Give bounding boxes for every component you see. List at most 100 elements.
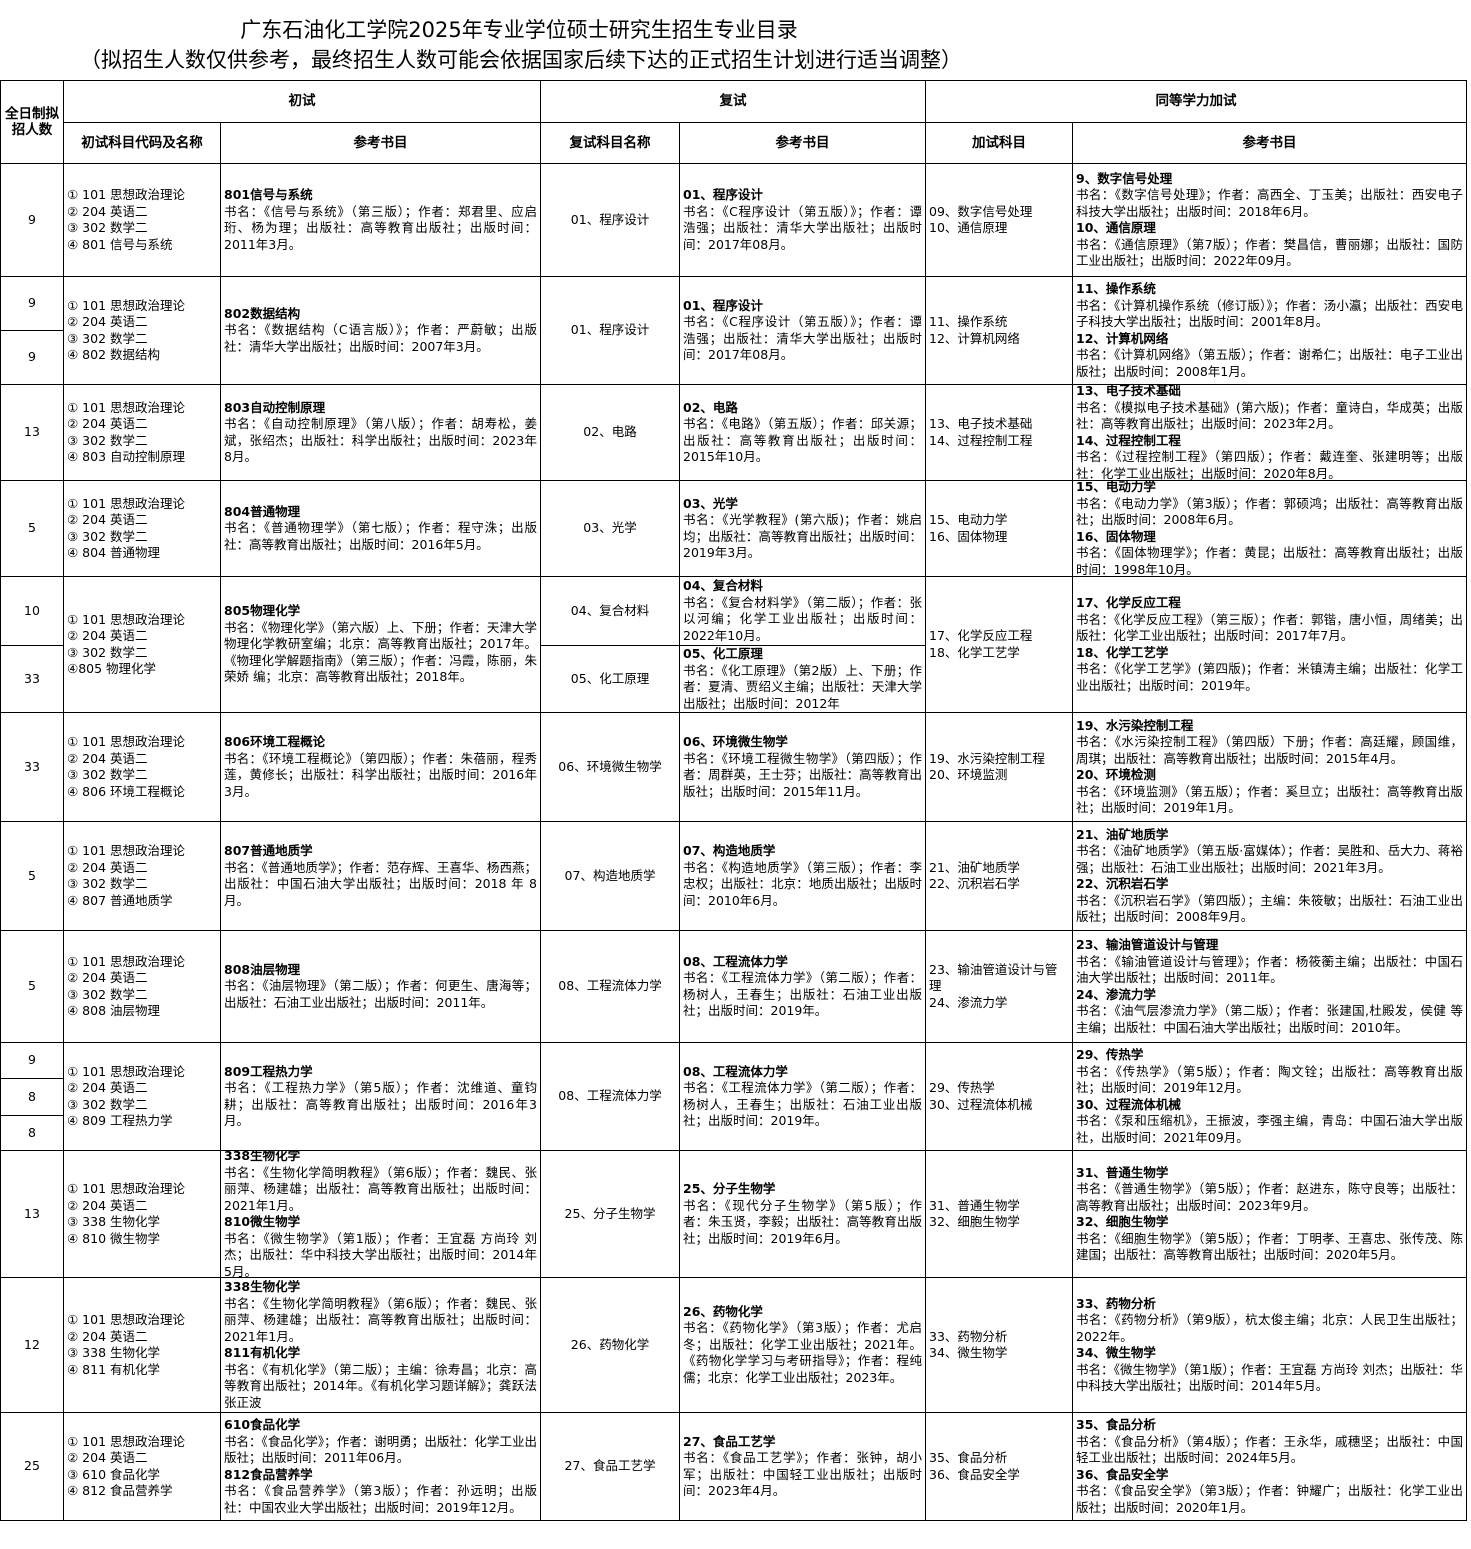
book-cell: 17、化学反应工程 书名：《化学反应工程》（第三版）；作者：郭锴，唐小恒，周绪美；… (1072, 576, 1467, 713)
book-title: 610食品化学 (224, 1417, 301, 1432)
book-text: 书名：《物理化学》（第六版）上、下册；作者：天津大学物理化学教研室编；北京：高等… (224, 619, 537, 685)
book-cell: 35、食品分析 书名：《食品分析》（第4版）；作者：王永华，戚穗坚；出版社：中国轻… (1072, 1412, 1467, 1521)
book-cell: 01、程序设计 书名：《C程序设计（第五版）》；作者：谭浩强；出版社：清华大学出版… (679, 163, 926, 277)
book-text: 书名：《化学工艺学》(第四版)；作者：米镇涛主编；出版社：化学工业出版社；出版时… (1076, 661, 1463, 693)
exam-subject: ③ 338 生物化学 (67, 1214, 161, 1229)
book-title: 809工程热力学 (224, 1063, 313, 1079)
count-cell: 8 (0, 1115, 64, 1151)
exam-subject: ① 101 思想政治理论 (67, 843, 186, 858)
book-text: 书名：《信号与系统》（第三版）；作者：郑君里、应启珩、杨为理；出版社：高等教育出… (224, 203, 537, 252)
extra-cell: 11、操作系统 12、计算机网络 (925, 276, 1073, 385)
book-text: 书名：《环境监测》（第五版）；作者：奚旦立；出版社：高等教育出版社；出版时间：2… (1076, 783, 1463, 816)
book-title: 14、过程控制工程 (1076, 432, 1181, 448)
book-title: 33、药物分析 (1076, 1295, 1156, 1311)
extra-subject: 17、化学反应工程 (929, 628, 1033, 643)
extra-subject: 16、固体物理 (929, 528, 1008, 544)
book-text: 书名：《工程热力学》（第5版）；作者：沈维道、童钧耕；出版社：高等教育出版社；出… (224, 1080, 537, 1128)
header-text: 复试科目名称 (569, 134, 651, 151)
book-text: 书名：《计算机操作系统（修订版）》；作者：汤小瀛；出版社：西安电子科技大学出版社… (1076, 297, 1463, 330)
header-cell: 同等学力加试 (925, 80, 1467, 123)
book-title: 22、沉积岩石学 (1076, 876, 1169, 891)
retest-cell: 25、分子生物学 (540, 1150, 680, 1278)
book-cell: 02、电路 书名：《电路》（第五版）；作者：邱关源；出版社：高等教育出版社；出版时… (679, 384, 926, 481)
count: 9 (28, 295, 36, 311)
book-cell: 801信号与系统 书名：《信号与系统》（第三版）；作者：郑君里、应启珩、杨为理；出… (220, 163, 541, 277)
count-cell: 33 (0, 645, 64, 713)
book-text: 书名：《生物化学简明教程》（第6版）；作者：魏民、张丽萍、杨建雄；出版社：高等教… (224, 1164, 537, 1213)
book-text: 书名：《复合材料学》（第二版）；作者：张以河编；化学工业出版社；出版时间：202… (683, 594, 922, 643)
header-cell: 参考书目 (679, 122, 926, 164)
book-cell: 06、环境微生物学 书名：《环境工程微生物学》（第四版）；作者：周群英，王士芬；出… (679, 712, 926, 822)
exam-subject: ③ 302 数学二 (67, 432, 148, 448)
count: 33 (24, 758, 40, 774)
count-cell: 12 (0, 1277, 64, 1413)
book-title: 10、通信原理 (1076, 220, 1156, 235)
exam-subject: ② 204 英语二 (67, 203, 148, 219)
book-title: 35、食品分析 (1076, 1417, 1156, 1432)
book-text: 书名：《有机化学》（第二版）；主编：徐寿昌；北京：高等教育出版社；2014年。《… (224, 1361, 537, 1410)
book-cell: 26、药物化学 书名：《药物化学》（第3版）；作者：尤启冬；出版社：化学工业出版社… (679, 1277, 926, 1413)
retest-subject: 25、分子生物学 (564, 1205, 656, 1221)
book-title: 802数据结构 (224, 305, 301, 321)
retest-cell: 03、光学 (540, 480, 680, 577)
book-cell: 13、电子技术基础 书名：《模拟电子技术基础》(第六版)；作者：童诗白，华成英；出… (1072, 384, 1467, 481)
book-cell: 9、数字信号处理 书名：《数字信号处理》；作者：高西全、丁玉美；出版社：西安电子科… (1072, 163, 1467, 277)
extra-cell: 29、传热学 30、过程流体机械 (925, 1042, 1073, 1151)
header-cell: 复试科目名称 (540, 122, 680, 164)
extra-subject: 22、沉积岩石学 (929, 876, 1020, 891)
book-title: 06、环境微生物学 (683, 734, 788, 749)
exam-subject: ③ 302 数学二 (67, 330, 148, 346)
exam-subject: ① 101 思想政治理论 (67, 1433, 186, 1449)
exam-subject: ② 204 英语二 (67, 1197, 148, 1213)
book-title: 08、工程流体力学 (683, 953, 788, 969)
book-title: 20、环境检测 (1076, 767, 1156, 782)
book-text: 书名：《食品化学》；作者：谢明勇；出版社：化学工业出版社；出版时间：2011年0… (224, 1433, 537, 1466)
book-title: 27、食品工艺学 (683, 1433, 776, 1449)
extra-subject: 29、传热学 (929, 1080, 995, 1095)
count-cell: 33 (0, 712, 64, 822)
exam-cell: ① 101 思想政治理论 ② 204 英语二 ③ 338 生物化学 ④ 811 有机化… (63, 1277, 221, 1413)
book-cell: 01、程序设计 书名：《C程序设计（第五版）》；作者：谭浩强；出版社：清华大学出版… (679, 276, 926, 385)
exam-subject: ③ 302 数学二 (67, 986, 148, 1002)
extra-subject: 09、数字信号处理 (929, 203, 1033, 219)
book-title: 30、过程流体机械 (1076, 1096, 1181, 1112)
book-text: 书名：《油气层渗流力学》（第二版）；作者：张建国,杜殿发，侯健 等主编；出版社：… (1076, 1003, 1463, 1035)
retest-cell: 01、程序设计 (540, 163, 680, 277)
exam-subject: ④ 803 自动控制原理 (67, 449, 186, 464)
book-text: 书名：《C程序设计（第五版）》；作者：谭浩强；出版社：清华大学出版社；出版时间：… (683, 314, 922, 362)
book-cell: 803自动控制原理 书名：《自动控制原理》（第八版）；作者：胡寿松，姜斌，张绍杰；… (220, 384, 541, 481)
book-cell: 338生物化学 书名：《生物化学简明教程》（第6版）；作者：魏民、张丽萍、杨建雄；… (220, 1277, 541, 1413)
extra-subject: 23、输油管道设计与管理 (929, 961, 1058, 994)
exam-cell: ① 101 思想政治理论 ② 204 英语二 ③ 302 数学二 ④ 804 普通物理 (63, 480, 221, 577)
extra-subject: 18、化学工艺学 (929, 644, 1020, 660)
exam-subject: ② 204 英语二 (67, 1328, 148, 1344)
header-cell: 参考书目 (1072, 122, 1467, 164)
book-cell: 610食品化学 书名：《食品化学》；作者：谢明勇；出版社：化学工业出版社；出版时间… (220, 1412, 541, 1521)
count-cell: 5 (0, 821, 64, 931)
book-text: 书名：《食品营养学》（第3版）；作者：孙远明；出版社：中国农业大学出版社；出版时… (224, 1483, 537, 1515)
retest-cell: 27、食品工艺学 (540, 1412, 680, 1521)
book-title: 801信号与系统 (224, 187, 313, 202)
book-cell: 25、分子生物学 书名：《现代分子生物学》（第5版）；作者：朱玉贤，李毅；出版社：… (679, 1150, 926, 1278)
exam-cell: ① 101 思想政治理论 ② 204 英语二 ③ 610 食品化学 ④ 812 食品营… (63, 1412, 221, 1521)
book-title: 13、电子技术基础 (1076, 384, 1181, 398)
book-title: 9、数字信号处理 (1076, 170, 1173, 186)
book-text: 书名：《化学反应工程》（第三版）；作者：郭锴，唐小恒，周绪美；出版社：化学工业出… (1076, 611, 1463, 644)
exam-subject: ④ 801 信号与系统 (67, 236, 173, 252)
book-title: 11、操作系统 (1076, 281, 1156, 296)
extra-subject: 36、食品安全学 (929, 1466, 1020, 1482)
exam-subject: ③ 302 数学二 (67, 644, 148, 660)
count: 8 (28, 1124, 36, 1140)
book-title: 807普通地质学 (224, 843, 313, 858)
count: 10 (24, 602, 40, 618)
exam-cell: ① 101 思想政治理论 ② 204 英语二 ③ 302 数学二 ④ 803 自动控制… (63, 384, 221, 481)
book-title: 05、化工原理 (683, 646, 763, 661)
exam-cell: ① 101 思想政治理论 ② 204 英语二 ③ 302 数学二 ④ 802 数据结构 (63, 276, 221, 385)
exam-subject: ④ 804 普通物理 (67, 545, 161, 560)
book-title: 32、细胞生物学 (1076, 1214, 1169, 1229)
book-title: 12、计算机网络 (1076, 330, 1169, 346)
extra-cell: 33、药物分析 34、微生物学 (925, 1277, 1073, 1413)
header-cell: 初试 (63, 80, 541, 123)
header-text: 加试科目 (972, 134, 1026, 151)
extra-subject: 11、操作系统 (929, 314, 1008, 329)
